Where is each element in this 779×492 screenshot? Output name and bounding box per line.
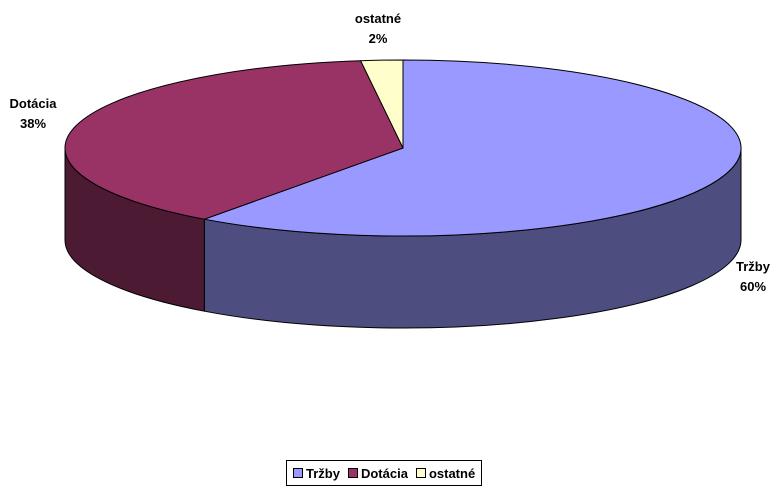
data-label-name-dotacia: Dotácia [10, 96, 58, 111]
data-label-value-ostatne: 2% [369, 31, 388, 46]
pie-slices [64, 59, 742, 237]
data-labels: Tržby 60% Dotácia 38% ostatné 2% [10, 11, 771, 294]
legend-swatch-ostatne [415, 468, 426, 478]
legend-item-dotacia: Dotácia [347, 465, 408, 481]
legend: Tržby Dotácia ostatné [286, 460, 483, 486]
legend-swatch-dotacia [347, 468, 358, 478]
slice-ostatne [359, 59, 404, 149]
legend-item-ostatne: ostatné [415, 465, 476, 481]
slice-dotacia [64, 60, 404, 220]
legend-item-trzby: Tržby [293, 466, 340, 481]
data-label-value-trzby: 60% [740, 279, 766, 294]
legend-label-ostatne: ostatné [428, 465, 476, 481]
data-label-value-dotacia: 38% [20, 116, 46, 131]
legend-label-trzby: Tržby [306, 465, 340, 481]
data-label-name-ostatne: ostatné [355, 11, 401, 26]
data-label-name-trzby: Tržby [736, 259, 771, 274]
legend-swatch-trzby [293, 468, 303, 478]
slice-trzby [202, 59, 742, 237]
legend-label-dotacia: Dotácia [360, 465, 408, 481]
